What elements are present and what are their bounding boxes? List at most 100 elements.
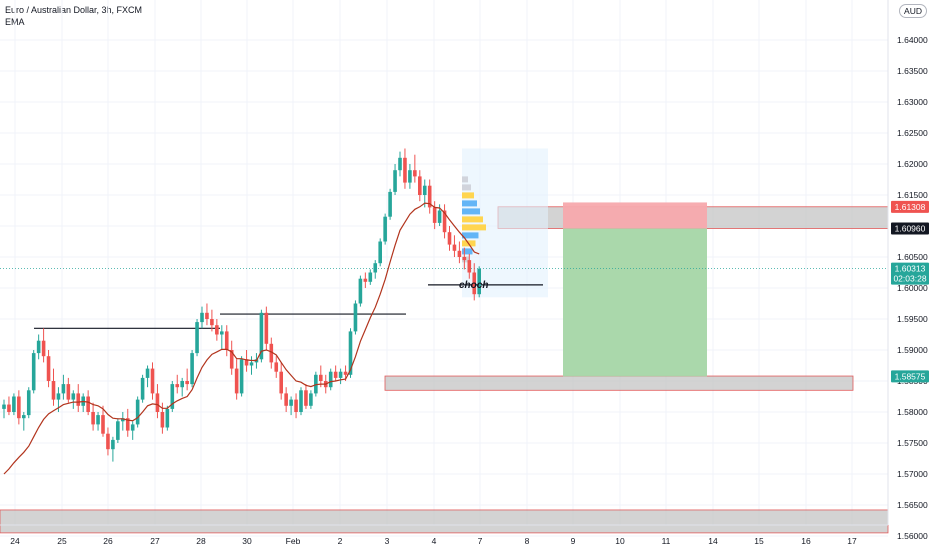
current-price-text: 1.60313 bbox=[895, 264, 926, 274]
price-tick-label: 1.61500 bbox=[897, 190, 928, 200]
candle-body bbox=[333, 371, 338, 378]
demand-zone-middle bbox=[384, 375, 854, 391]
candle-body bbox=[294, 399, 298, 412]
drawing-lines bbox=[0, 268, 888, 329]
candle-body bbox=[101, 415, 105, 434]
candle-body bbox=[368, 272, 373, 282]
candle-body bbox=[447, 232, 452, 245]
candle-body bbox=[155, 393, 160, 412]
price-tick-label: 1.59500 bbox=[897, 314, 928, 324]
price-tick-label: 1.60500 bbox=[897, 252, 928, 262]
currency-badge[interactable]: AUD bbox=[899, 4, 927, 18]
candle-body bbox=[442, 210, 447, 233]
candle-body bbox=[76, 393, 81, 406]
candle-body bbox=[150, 368, 155, 394]
candle-body bbox=[86, 396, 90, 412]
time-tick-label: 9 bbox=[571, 536, 576, 546]
time-tick-label: 8 bbox=[525, 536, 530, 546]
candle-body bbox=[12, 396, 16, 412]
candle-body bbox=[279, 371, 283, 394]
current-price-box bbox=[891, 262, 929, 285]
candle-body bbox=[61, 384, 66, 394]
target-zone bbox=[563, 228, 707, 377]
candle-body bbox=[180, 381, 184, 388]
target-price-label: 1.58575 bbox=[891, 370, 929, 383]
volume-profile-area bbox=[462, 148, 548, 298]
candle-body bbox=[130, 424, 135, 431]
candle-body bbox=[200, 312, 204, 323]
price-label-text: 1.61308 bbox=[895, 202, 926, 212]
candle-body bbox=[338, 371, 343, 378]
price-label-box bbox=[891, 370, 929, 383]
stop-price-label: 1.61308 bbox=[891, 200, 929, 213]
candle-body bbox=[343, 371, 348, 375]
candle-body bbox=[373, 263, 378, 273]
price-tick-label: 1.57000 bbox=[897, 469, 928, 479]
candle-body bbox=[408, 170, 412, 183]
time-tick-label: 2 bbox=[338, 536, 343, 546]
price-label-text: 1.60960 bbox=[895, 223, 926, 233]
candle-body bbox=[264, 312, 269, 344]
candle-body bbox=[378, 241, 382, 264]
candle-body bbox=[363, 278, 368, 282]
candle-body bbox=[165, 408, 170, 428]
time-tick-label: 4 bbox=[432, 536, 437, 546]
candle-body bbox=[185, 381, 189, 385]
candle-body bbox=[314, 374, 318, 394]
candle-body bbox=[17, 396, 21, 419]
volume-profile-bar bbox=[462, 248, 473, 255]
candle-body bbox=[403, 157, 407, 183]
candle-body bbox=[457, 250, 462, 257]
price-tick-label: 1.64000 bbox=[897, 35, 928, 45]
candle-body bbox=[71, 393, 76, 400]
candle-body bbox=[309, 393, 313, 406]
candle-body bbox=[140, 377, 145, 400]
price-tick-label: 1.60000 bbox=[897, 283, 928, 293]
candle-body bbox=[135, 399, 140, 425]
volume-profile-bar bbox=[462, 224, 486, 231]
candle-body bbox=[121, 418, 125, 422]
price-label-box bbox=[891, 200, 929, 213]
entry-price-label: 1.60960 bbox=[891, 222, 929, 235]
candle-body bbox=[145, 368, 150, 378]
time-tick-label: 7 bbox=[478, 536, 483, 546]
candle-body bbox=[472, 272, 477, 295]
candle-body bbox=[388, 191, 392, 217]
candle-body bbox=[304, 390, 308, 406]
candle-body bbox=[393, 170, 397, 192]
candle-body bbox=[477, 268, 481, 295]
candle-body bbox=[111, 439, 115, 450]
candle-body bbox=[462, 257, 467, 261]
candle-body bbox=[195, 322, 199, 354]
candle-body bbox=[328, 371, 333, 388]
time-tick-label: 30 bbox=[242, 536, 252, 546]
candle-body bbox=[116, 421, 120, 440]
candle-body bbox=[56, 393, 61, 400]
time-tick-label: 3 bbox=[385, 536, 390, 546]
price-tick-label: 1.63000 bbox=[897, 97, 928, 107]
candle-body bbox=[96, 415, 100, 425]
time-axis[interactable]: 24 25 26 27 28 30 Feb 2 3 4 7 8 9 10 11 14 15 16 17 bbox=[0, 524, 888, 546]
price-tick-label: 1.56500 bbox=[897, 500, 928, 510]
candle-body bbox=[239, 359, 244, 394]
candle-body bbox=[353, 303, 358, 332]
volume-profile-bar bbox=[462, 200, 477, 207]
candle-body bbox=[46, 356, 51, 381]
volume-profile-bar bbox=[462, 184, 471, 191]
candle-body bbox=[190, 353, 194, 385]
candle-body bbox=[234, 368, 239, 394]
candle-body bbox=[51, 381, 56, 400]
candle-body bbox=[427, 185, 432, 208]
candle-body bbox=[383, 216, 387, 242]
candle-body bbox=[36, 340, 41, 354]
candle-body bbox=[422, 185, 427, 195]
candle-body bbox=[170, 384, 175, 409]
candle-body bbox=[437, 210, 442, 223]
time-tick-label: 10 bbox=[615, 536, 625, 546]
candle-body bbox=[284, 393, 288, 406]
candle-body bbox=[289, 399, 293, 406]
candle-body bbox=[91, 412, 95, 425]
volume-profile-bar bbox=[462, 176, 468, 183]
symbol-title[interactable]: Euro / Australian Dollar, 3h, FXCM bbox=[5, 5, 143, 15]
